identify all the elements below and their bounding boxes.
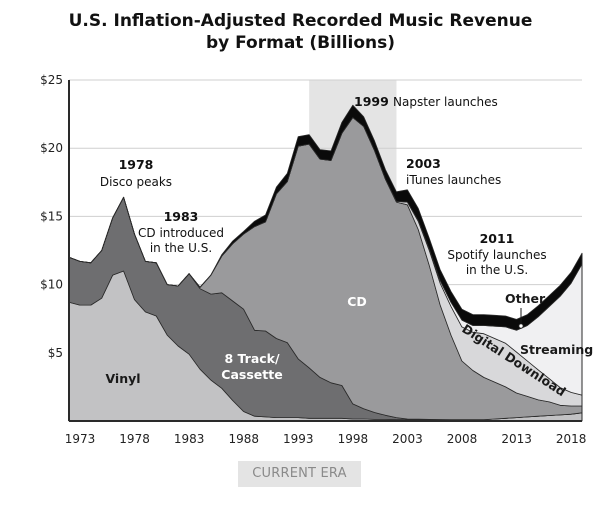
x-tick-label-1973: 1973 <box>65 432 96 446</box>
annotation-1983-text-line2: in the U.S. <box>150 241 212 255</box>
annotation-1999-text: Napster launches <box>393 95 498 109</box>
x-tick-label-1988: 1988 <box>228 432 259 446</box>
x-tick-label-2003: 2003 <box>392 432 423 446</box>
annotation-1983-year: 1983 <box>164 209 199 224</box>
x-tick-label-1983: 1983 <box>174 432 205 446</box>
series-label-vinyl: Vinyl <box>105 371 140 386</box>
annotation-2011-year: 2011 <box>480 231 515 246</box>
y-tick-label-10: $10 <box>40 278 63 292</box>
other-leader-dot <box>518 323 524 329</box>
annotation-1978-text: Disco peaks <box>100 175 172 189</box>
series-label-cd: CD <box>347 294 367 309</box>
series-label-other: Other <box>505 291 546 306</box>
annotation-1999-year: 1999 <box>354 94 389 109</box>
x-tick-label-2008: 2008 <box>447 432 478 446</box>
chart-title: U.S. Inflation-Adjusted Recorded Music R… <box>0 10 601 54</box>
series-label-cassette-line1: 8 Track/ <box>224 351 280 366</box>
x-tick-label-1978: 1978 <box>119 432 150 446</box>
y-tick-label-5: $5 <box>48 346 63 360</box>
chart-title-line2: by Format (Billions) <box>205 33 396 53</box>
x-tick-label-1998: 1998 <box>338 432 369 446</box>
series-label-cassette-line2: Cassette <box>221 367 282 382</box>
y-tick-label-20: $20 <box>40 141 63 155</box>
annotation-2003-year: 2003 <box>406 156 441 171</box>
annotation-1978-year: 1978 <box>119 157 154 172</box>
x-tick-label-2018: 2018 <box>556 432 587 446</box>
x-tick-label-2013: 2013 <box>501 432 532 446</box>
annotation-2011-text-line2: in the U.S. <box>466 263 528 277</box>
annotation-1983-text-line1: CD introduced <box>138 226 224 240</box>
y-tick-label-25: $25 <box>40 73 63 87</box>
series-label-streaming: Streaming <box>520 342 593 357</box>
annotation-2003-text: iTunes launches <box>406 173 501 187</box>
annotation-2011-text-line1: Spotify launches <box>447 248 546 262</box>
x-tick-label-1993: 1993 <box>283 432 314 446</box>
y-tick-label-15: $15 <box>40 209 63 223</box>
chart-title-line1: U.S. Inflation-Adjusted Recorded Music R… <box>68 11 533 31</box>
current-era-label: CURRENT ERA <box>238 461 361 487</box>
